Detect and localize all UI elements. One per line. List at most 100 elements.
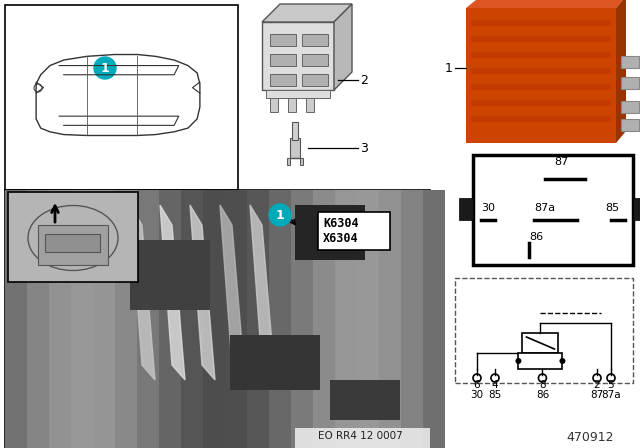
Text: 87a: 87a [534, 203, 555, 213]
Bar [181, 190, 203, 448]
Bar [130, 240, 210, 310]
Circle shape [538, 374, 547, 382]
Bar [262, 22, 334, 90]
Bar [225, 190, 247, 448]
Bar [471, 20, 611, 26]
Text: 87: 87 [590, 390, 604, 400]
Polygon shape [220, 205, 245, 380]
Bar [290, 138, 300, 158]
Bar [270, 90, 278, 112]
Circle shape [269, 204, 291, 226]
Text: K6304: K6304 [323, 216, 358, 229]
Bar [518, 353, 563, 369]
Bar [471, 36, 611, 42]
Bar [137, 190, 159, 448]
Bar [401, 190, 423, 448]
Bar [5, 190, 430, 448]
Bar [621, 119, 639, 131]
Bar [471, 100, 611, 106]
Text: 1: 1 [445, 61, 453, 74]
Polygon shape [190, 205, 215, 380]
Bar [71, 190, 93, 448]
Bar [473, 155, 633, 265]
Bar [357, 190, 379, 448]
Bar [466, 8, 616, 143]
Bar [302, 34, 328, 46]
Bar [27, 190, 49, 448]
Bar [270, 34, 296, 46]
Text: 87: 87 [554, 157, 568, 167]
Bar [471, 68, 611, 74]
Text: 2: 2 [360, 73, 368, 86]
Bar [459, 198, 473, 220]
Bar [292, 122, 298, 140]
Bar [621, 56, 639, 68]
Bar [621, 77, 639, 89]
Text: 4: 4 [492, 380, 499, 390]
Bar [5, 190, 27, 448]
Bar [38, 225, 108, 265]
Bar [288, 90, 296, 112]
Text: 85: 85 [605, 203, 619, 213]
Bar [49, 190, 71, 448]
Bar [522, 333, 559, 353]
Text: 87a: 87a [601, 390, 621, 400]
Bar [270, 74, 296, 86]
Text: 6: 6 [474, 380, 480, 390]
Bar [266, 90, 330, 98]
Bar [471, 116, 611, 122]
Bar [270, 54, 296, 66]
Polygon shape [334, 4, 352, 90]
Text: EO RR4 12 0007: EO RR4 12 0007 [317, 431, 403, 441]
Text: 3: 3 [360, 142, 368, 155]
Bar [423, 190, 445, 448]
Circle shape [593, 374, 601, 382]
Bar [633, 198, 640, 220]
Bar [203, 190, 225, 448]
Bar [291, 190, 313, 448]
Circle shape [515, 358, 522, 364]
Bar [230, 335, 320, 390]
Text: 30: 30 [481, 203, 495, 213]
Bar [115, 190, 137, 448]
Text: 86: 86 [529, 232, 543, 242]
Bar [318, 212, 390, 250]
Polygon shape [466, 0, 626, 8]
Text: 1: 1 [276, 208, 284, 221]
Bar [330, 380, 400, 420]
Circle shape [473, 374, 481, 382]
Text: 470912: 470912 [566, 431, 614, 444]
Bar [471, 84, 611, 90]
Circle shape [491, 374, 499, 382]
Text: 1: 1 [100, 61, 109, 74]
Text: 30: 30 [470, 390, 484, 400]
Circle shape [94, 57, 116, 79]
Bar [379, 190, 401, 448]
Bar [302, 54, 328, 66]
Bar [295, 428, 430, 448]
Bar [93, 190, 115, 448]
Polygon shape [616, 0, 626, 143]
Bar [8, 192, 138, 282]
Bar [313, 190, 335, 448]
Text: 86: 86 [536, 390, 549, 400]
Polygon shape [250, 205, 275, 380]
Text: X6304: X6304 [323, 232, 358, 245]
Bar [335, 190, 357, 448]
Text: 85: 85 [488, 390, 502, 400]
Bar [5, 5, 238, 190]
Circle shape [607, 374, 615, 382]
Polygon shape [262, 4, 352, 22]
Bar [455, 278, 633, 383]
Bar [269, 190, 291, 448]
Bar [295, 205, 365, 260]
Bar [247, 190, 269, 448]
Text: 5: 5 [608, 380, 614, 390]
Bar [159, 190, 181, 448]
Text: 2: 2 [594, 380, 600, 390]
Bar [45, 234, 100, 252]
Polygon shape [130, 205, 155, 380]
Bar [306, 90, 314, 112]
Text: 8: 8 [539, 380, 546, 390]
Bar [302, 74, 328, 86]
